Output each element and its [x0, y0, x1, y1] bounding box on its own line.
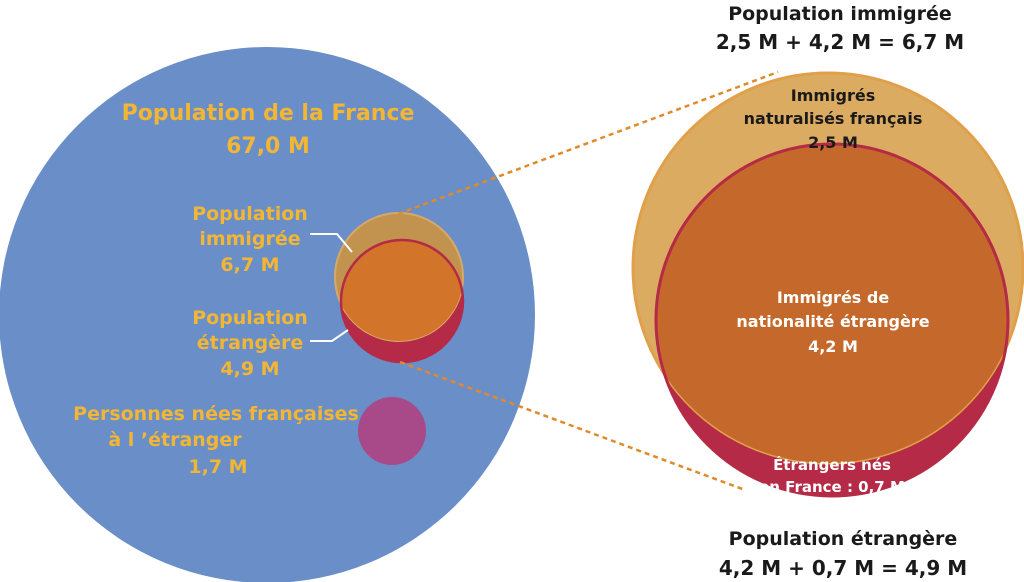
connector-bottom — [399, 360, 746, 492]
label-immigree-value: 6,7 M — [220, 254, 279, 276]
label-etrangers-value: 4,2 M — [808, 337, 858, 356]
label-etrangers-line1: Immigrés de — [777, 288, 890, 307]
label-nes-line2: à l ’étranger — [108, 429, 242, 451]
label-naturalises-value: 2,5 M — [808, 133, 858, 152]
label-top-title: Population immigrée — [728, 3, 952, 25]
label-naturalises-line2: naturalisés français — [744, 109, 923, 128]
label-etrangere-line2: étrangère — [197, 332, 303, 354]
label-nes-france-line1: Étrangers nés — [773, 455, 891, 474]
label-bottom-title: Population étrangère — [729, 528, 958, 550]
label-nes-value: 1,7 M — [188, 456, 247, 478]
circle-immigres-etrangers-overlap — [656, 144, 1008, 463]
circle-nes-francais-etranger — [358, 397, 426, 465]
label-france-value: 67,0 M — [226, 134, 310, 159]
label-immigree-line2: immigrée — [199, 228, 300, 250]
circle-small-overlap — [341, 240, 463, 341]
label-bottom-formula: 4,2 M + 0,7 M = 4,9 M — [719, 556, 967, 580]
label-etrangere-line1: Population — [192, 307, 308, 329]
connector-top — [397, 70, 779, 216]
label-immigree-line1: Population — [192, 203, 308, 225]
pointer-line-immigree — [310, 233, 353, 253]
label-nes-france-line2: en France : 0,7 M — [759, 478, 905, 496]
label-etrangers-line2: nationalité étrangère — [736, 312, 929, 331]
label-top-formula: 2,5 M + 4,2 M = 6,7 M — [716, 30, 964, 54]
label-naturalises-line1: Immigrés — [791, 86, 876, 105]
label-etrangere-value: 4,9 M — [220, 358, 279, 380]
label-nes-line1: Personnes nées françaises — [73, 403, 359, 425]
pointer-line-etrangere — [310, 329, 349, 342]
circle-population-etrangere-outline — [654, 142, 1010, 498]
label-france-title: Population de la France — [122, 101, 415, 126]
